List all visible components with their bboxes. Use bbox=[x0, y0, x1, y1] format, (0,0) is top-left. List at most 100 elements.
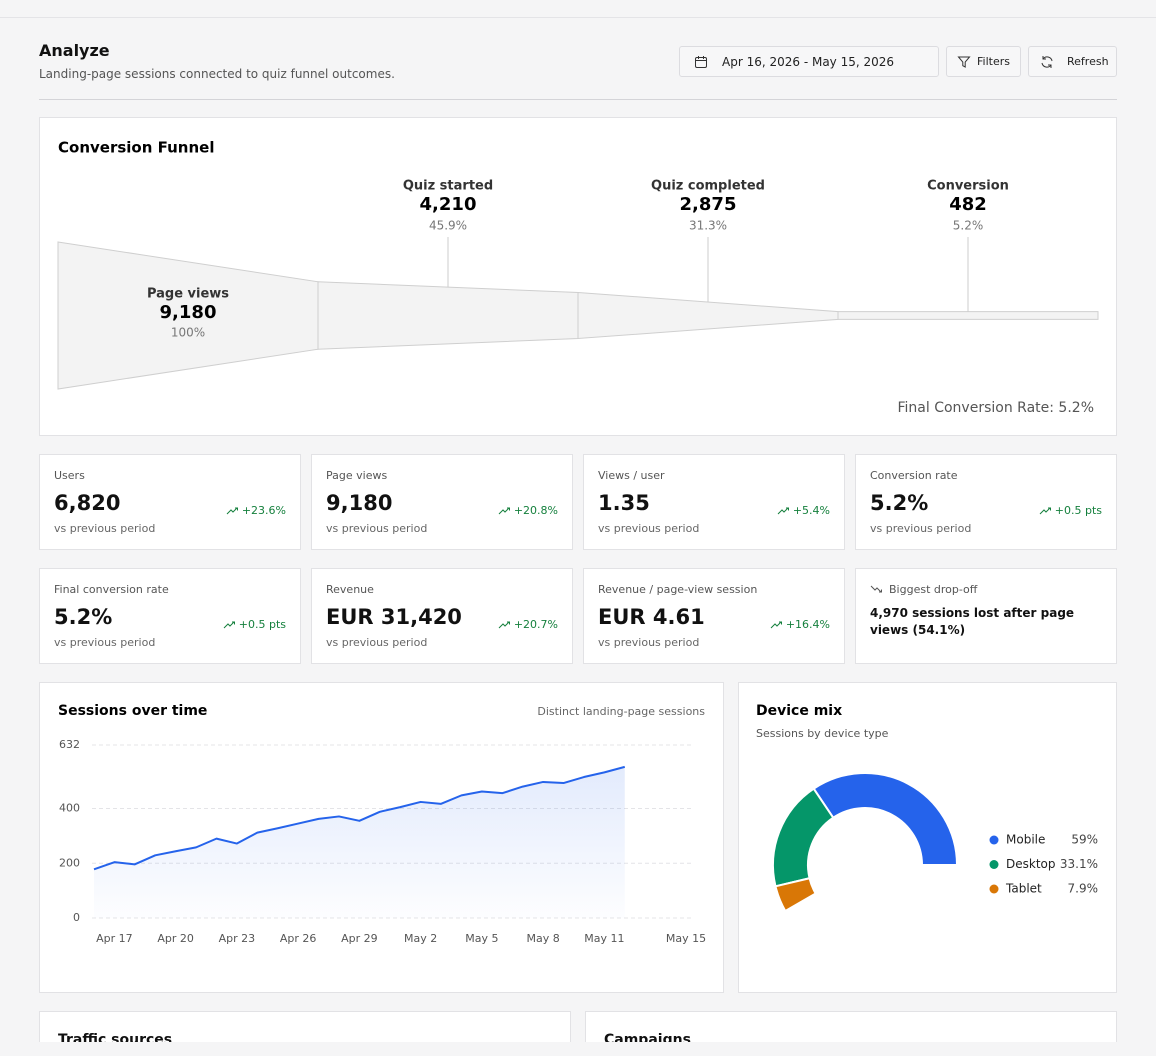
kpi-card: Revenue EUR 31,420 vs previous period +20.7… bbox=[311, 568, 573, 664]
x-tick-label: Apr 23 bbox=[219, 932, 256, 945]
funnel-stage-label: Quiz started bbox=[403, 179, 493, 194]
x-tick-label: Apr 17 bbox=[96, 932, 133, 945]
chart-title: Device mix bbox=[756, 703, 842, 719]
kpi-value: 5.2% bbox=[870, 491, 929, 515]
x-tick-label: May 15 bbox=[666, 932, 706, 945]
donut-slice bbox=[774, 877, 818, 913]
page-subtitle: Landing-page sessions connected to quiz … bbox=[39, 67, 395, 81]
legend-swatch bbox=[989, 860, 999, 869]
kpi-card: Revenue / page-view session EUR 4.61 vs pr… bbox=[583, 568, 845, 664]
kpi-change: +5.4% bbox=[777, 504, 830, 517]
chart-title: Conversion Funnel bbox=[58, 139, 214, 157]
kpi-change: +16.4% bbox=[770, 618, 830, 631]
date-range-button[interactable]: Apr 16, 2026 - May 15, 2026 bbox=[679, 46, 939, 77]
chart-title: Sessions over time bbox=[58, 703, 207, 719]
kpi-card: Final conversion rate 5.2% vs previous per… bbox=[39, 568, 301, 664]
kpi-value: 9,180 bbox=[326, 491, 393, 515]
x-tick-label: May 8 bbox=[526, 932, 559, 945]
kpi-label: Views / user bbox=[598, 469, 665, 482]
filters-label: Filters bbox=[977, 55, 1010, 68]
kpi-note: vs previous period bbox=[598, 636, 700, 649]
kpi-value: EUR 4.61 bbox=[598, 605, 705, 629]
kpi-label: Revenue / page-view session bbox=[598, 583, 758, 596]
trend-up-path bbox=[1039, 507, 1051, 515]
area bbox=[94, 766, 625, 918]
kpi-card: Users 6,820 vs previous period +23.6% bbox=[39, 454, 301, 550]
funnel-stage-percent: 45.9% bbox=[429, 219, 467, 233]
kpi-change-value: +0.5 pts bbox=[238, 618, 286, 631]
kpi-note: vs previous period bbox=[54, 636, 156, 649]
line bbox=[93, 765, 626, 871]
kpi-label: Conversion rate bbox=[870, 469, 958, 482]
drop-off-label: Biggest drop-off bbox=[889, 583, 978, 596]
kpi-card: Views / user 1.35 vs previous period +5.4% bbox=[583, 454, 845, 550]
x-tick-label: May 2 bbox=[404, 932, 437, 945]
trend-up-path bbox=[770, 621, 782, 629]
donut-slice bbox=[772, 787, 835, 888]
trend-up-icon bbox=[226, 507, 238, 515]
kpi-change-value: +5.4% bbox=[792, 504, 830, 517]
campaigns-title: Campaigns bbox=[604, 1032, 691, 1042]
kpi-value: 5.2% bbox=[54, 605, 113, 629]
kpi-note: vs previous period bbox=[326, 522, 428, 535]
drop-off-card: Biggest drop-off 4,970 sessions lost aft… bbox=[855, 568, 1117, 664]
funnel-stage-percent: 5.2% bbox=[953, 219, 984, 233]
funnel-stage-value: 482 bbox=[949, 194, 987, 215]
kpi-change-value: +20.7% bbox=[513, 618, 558, 631]
funnel-stage-value: 2,875 bbox=[680, 194, 737, 215]
traffic-title: Traffic sources bbox=[58, 1032, 173, 1042]
funnel-stage-value: 9,180 bbox=[160, 302, 217, 323]
chart-subtitle: Sessions by device type bbox=[756, 727, 889, 740]
trend-up-path bbox=[223, 621, 235, 629]
kpi-change: +20.7% bbox=[498, 618, 558, 631]
kpi-card: Page views 9,180 vs previous period +20.8% bbox=[311, 454, 573, 550]
trend-up-icon bbox=[777, 507, 789, 515]
filters-button[interactable]: Filters bbox=[946, 46, 1021, 77]
page-title: Analyze bbox=[39, 41, 110, 60]
kpi-change-value: +0.5 pts bbox=[1054, 504, 1102, 517]
funnel-segment bbox=[837, 311, 1099, 320]
filter-icon bbox=[957, 56, 971, 68]
kpi-change: +0.5 pts bbox=[223, 618, 286, 631]
kpi-note: vs previous period bbox=[54, 522, 156, 535]
legend-value: 7.9% bbox=[1068, 882, 1099, 896]
trend-up-path bbox=[777, 507, 789, 515]
refresh-button[interactable]: Refresh bbox=[1028, 46, 1117, 77]
funnel-stage-label: Conversion bbox=[927, 179, 1009, 194]
funnel-stage-value: 4,210 bbox=[420, 194, 477, 215]
kpi-note: vs previous period bbox=[870, 522, 972, 535]
y-tick-label: 200 bbox=[59, 856, 80, 869]
traffic-card: Traffic sources bbox=[39, 1011, 571, 1042]
legend-swatch bbox=[989, 835, 999, 845]
legend-value: 33.1% bbox=[1060, 857, 1098, 871]
kpi-label: Page views bbox=[326, 469, 388, 482]
kpi-change-value: +20.8% bbox=[513, 504, 558, 517]
refresh-label: Refresh bbox=[1067, 55, 1109, 68]
kpi-label: Users bbox=[54, 469, 85, 482]
funnel-stage-label: Quiz completed bbox=[651, 179, 765, 194]
top-border bbox=[0, 17, 1156, 18]
legend-label: Tablet bbox=[1005, 882, 1042, 896]
header-divider bbox=[39, 99, 1117, 100]
kpi-label: Revenue bbox=[326, 583, 374, 596]
legend-value: 59% bbox=[1071, 833, 1098, 847]
kpi-label: Final conversion rate bbox=[54, 583, 169, 596]
kpi-note: vs previous period bbox=[326, 636, 428, 649]
funnel-segment bbox=[317, 281, 579, 350]
calendar-icon bbox=[695, 55, 707, 68]
x-tick-label: May 11 bbox=[584, 932, 624, 945]
kpi-change-value: +23.6% bbox=[241, 504, 286, 517]
funnel-stage-percent: 31.3% bbox=[689, 219, 727, 233]
kpi-change-value: +16.4% bbox=[785, 618, 830, 631]
kpi-note: vs previous period bbox=[598, 522, 700, 535]
trend-up-path bbox=[226, 507, 238, 515]
kpi-change: +20.8% bbox=[498, 504, 558, 517]
funnel-annotation: Final Conversion Rate: 5.2% bbox=[898, 400, 1095, 416]
legend-label: Desktop bbox=[1006, 857, 1056, 871]
funnel-stage-percent: 100% bbox=[171, 326, 205, 340]
y-tick-label: 400 bbox=[59, 802, 80, 815]
drop-off-header: Biggest drop-off bbox=[870, 583, 977, 596]
